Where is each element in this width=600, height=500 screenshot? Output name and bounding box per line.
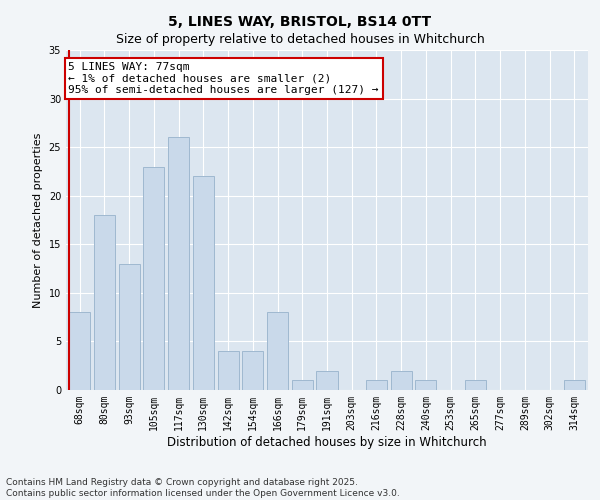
Bar — [218, 351, 239, 390]
Bar — [564, 380, 585, 390]
Bar — [316, 370, 338, 390]
Bar — [69, 312, 90, 390]
X-axis label: Distribution of detached houses by size in Whitchurch: Distribution of detached houses by size … — [167, 436, 487, 448]
Bar — [94, 215, 115, 390]
Bar — [391, 370, 412, 390]
Bar — [415, 380, 436, 390]
Bar — [193, 176, 214, 390]
Bar — [168, 138, 189, 390]
Y-axis label: Number of detached properties: Number of detached properties — [33, 132, 43, 308]
Bar — [242, 351, 263, 390]
Bar — [143, 166, 164, 390]
Bar — [366, 380, 387, 390]
Text: Size of property relative to detached houses in Whitchurch: Size of property relative to detached ho… — [116, 32, 484, 46]
Text: Contains HM Land Registry data © Crown copyright and database right 2025.
Contai: Contains HM Land Registry data © Crown c… — [6, 478, 400, 498]
Bar — [119, 264, 140, 390]
Bar — [465, 380, 486, 390]
Text: 5, LINES WAY, BRISTOL, BS14 0TT: 5, LINES WAY, BRISTOL, BS14 0TT — [169, 15, 431, 29]
Bar — [292, 380, 313, 390]
Text: 5 LINES WAY: 77sqm
← 1% of detached houses are smaller (2)
95% of semi-detached : 5 LINES WAY: 77sqm ← 1% of detached hous… — [68, 62, 379, 95]
Bar — [267, 312, 288, 390]
